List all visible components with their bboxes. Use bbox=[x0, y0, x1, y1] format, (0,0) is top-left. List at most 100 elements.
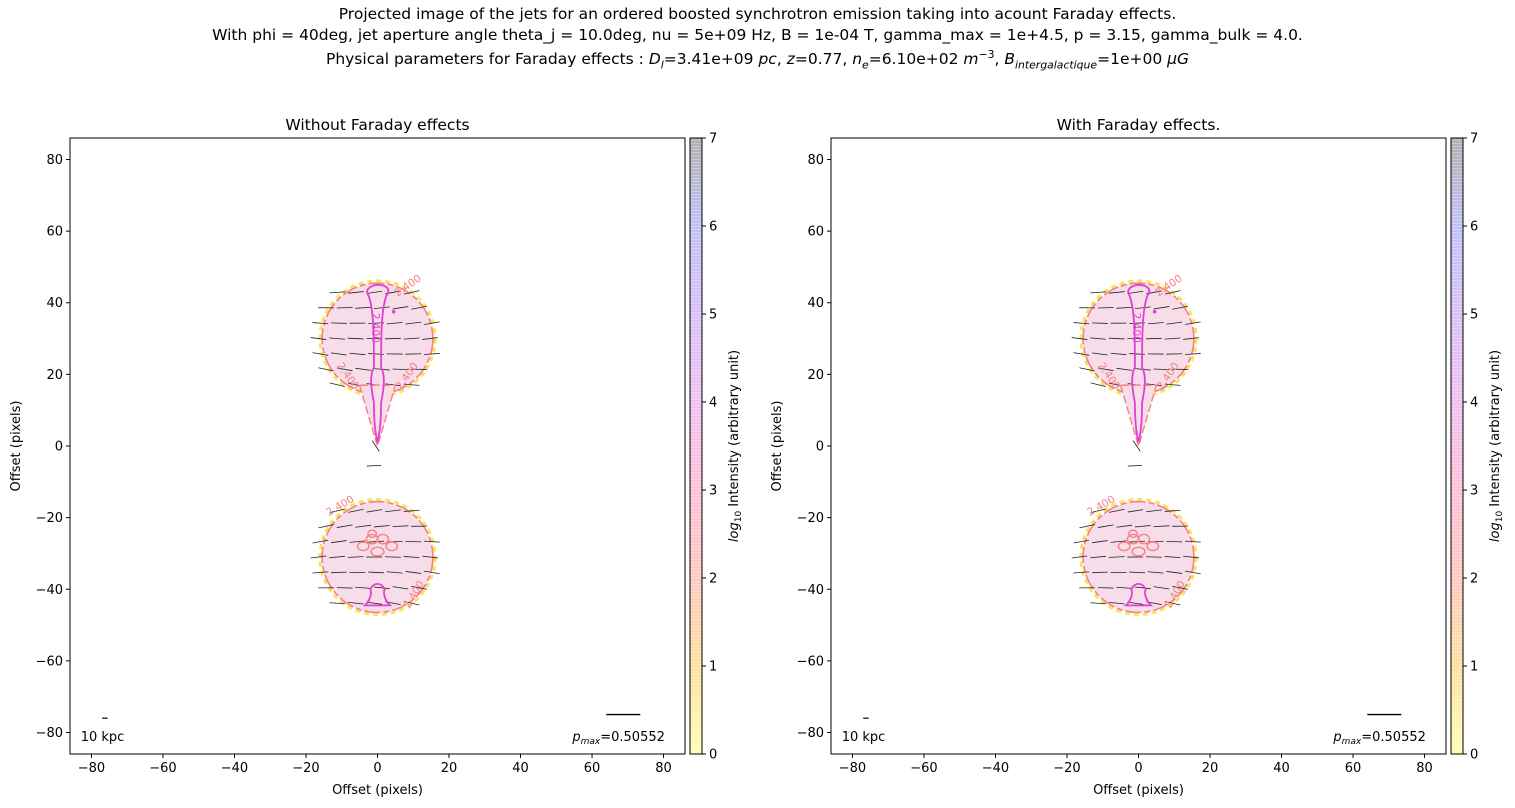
polarization-vector bbox=[1116, 367, 1133, 371]
colorbar-tick-label: 7 bbox=[1470, 132, 1478, 147]
polarization-vector bbox=[1116, 306, 1133, 309]
polarization-vector bbox=[1090, 291, 1107, 294]
polarization-vector bbox=[329, 555, 345, 559]
polarization-vector bbox=[385, 383, 401, 387]
y-axis-label: Offset (pixels) bbox=[770, 401, 785, 492]
polarization-vector bbox=[1147, 571, 1164, 574]
polarization-vector bbox=[1129, 571, 1145, 574]
x-tick-label: 0 bbox=[373, 761, 381, 776]
polarization-vector bbox=[318, 367, 334, 372]
polarization-vector bbox=[366, 464, 382, 467]
polarization-vector bbox=[1172, 585, 1188, 590]
x-tick-label: 20 bbox=[441, 761, 458, 776]
polarization-vector bbox=[374, 306, 390, 310]
y-tick-label: −40 bbox=[797, 583, 824, 598]
y-tick-label: 40 bbox=[807, 296, 824, 311]
polarization-vector bbox=[423, 353, 440, 355]
colorbar-tick-label: 5 bbox=[1470, 308, 1478, 323]
colorbar-tick-label: 1 bbox=[709, 660, 717, 675]
polarization-vector bbox=[1127, 509, 1144, 513]
salmon-contour bbox=[1146, 541, 1160, 552]
polarization-vector bbox=[1185, 321, 1201, 325]
polarization-vector bbox=[1153, 525, 1170, 528]
colorbar-tick-label: 0 bbox=[1470, 748, 1478, 763]
polarization-vector bbox=[355, 524, 372, 528]
x-axis-label: Offset (pixels) bbox=[1093, 783, 1184, 798]
y-tick-label: 0 bbox=[55, 440, 63, 455]
polarization-vector bbox=[336, 367, 353, 372]
x-axis-label: Offset (pixels) bbox=[332, 783, 423, 798]
y-tick-label: 0 bbox=[816, 440, 824, 455]
colorbar-tick-label: 3 bbox=[709, 484, 717, 499]
polarization-vector bbox=[366, 601, 383, 605]
salmon-contour bbox=[367, 529, 378, 539]
polarization-vector bbox=[331, 322, 347, 324]
polarization-vector bbox=[1184, 540, 1201, 543]
colorbar-frame bbox=[1450, 137, 1464, 755]
polarization-vector bbox=[329, 602, 346, 605]
salmon-contour bbox=[1117, 541, 1131, 552]
polarization-vector bbox=[368, 571, 384, 574]
polarization-vector bbox=[1164, 601, 1181, 606]
polarization-vector bbox=[411, 305, 427, 310]
polarization-vector bbox=[1071, 555, 1088, 559]
x-tick-label: −20 bbox=[292, 761, 319, 776]
polarization-vector bbox=[329, 291, 346, 294]
contour-label: 2.400 bbox=[1130, 313, 1142, 343]
figure-title-line-2: With phi = 40deg, jet aperture angle the… bbox=[212, 26, 1303, 44]
polarization-vector bbox=[392, 306, 409, 310]
polarization-vector bbox=[373, 525, 390, 528]
panel-title: Without Faraday effects bbox=[285, 116, 469, 134]
polarization-vector bbox=[386, 322, 403, 325]
polarization-vector bbox=[374, 586, 390, 590]
polarization-vector bbox=[1184, 353, 1201, 355]
polarization-vector bbox=[1153, 586, 1170, 590]
polarization-vector bbox=[1135, 586, 1151, 590]
polarization-vector bbox=[1108, 556, 1125, 558]
colorbar-tick-label: 4 bbox=[709, 396, 717, 411]
polarization-vector bbox=[1090, 508, 1106, 514]
polarization-vector bbox=[1146, 383, 1162, 387]
polarization-vector bbox=[349, 352, 366, 356]
colorbar-label: log10 Intensity (arbitrary unit) bbox=[727, 350, 744, 542]
polarization-vector bbox=[329, 337, 345, 340]
x-tick-label: 60 bbox=[1345, 761, 1362, 776]
polarization-vector bbox=[403, 290, 420, 295]
contour-label: 2.400 bbox=[369, 313, 381, 343]
polarization-vector bbox=[312, 539, 329, 544]
polarization-vector bbox=[1116, 586, 1133, 589]
polarization-vector bbox=[1132, 440, 1141, 452]
polarization-vector bbox=[1092, 571, 1108, 574]
figure-title-line-1: Projected image of the jets for an order… bbox=[338, 5, 1177, 23]
polarization-vector bbox=[331, 352, 347, 356]
polarization-vector bbox=[348, 508, 364, 513]
salmon-inner-contours bbox=[356, 529, 399, 557]
polarization-vector bbox=[1134, 525, 1151, 528]
y-tick-label: 40 bbox=[46, 296, 63, 311]
colorbar-tick-label: 4 bbox=[1470, 396, 1478, 411]
colorbar: 0 1 2 3 4 5 6 7 log10 Intensity (arbitrary unit) bbox=[1450, 132, 1505, 763]
x-tick-label: 40 bbox=[1273, 761, 1290, 776]
colorbar-tick-label: 1 bbox=[1470, 660, 1478, 675]
y-tick-label: 60 bbox=[807, 225, 824, 240]
polarization-vector bbox=[1073, 571, 1090, 574]
polarization-vector bbox=[312, 322, 329, 325]
y-tick-label: −60 bbox=[36, 654, 63, 669]
polarization-vector bbox=[1116, 524, 1133, 528]
panel-title: With Faraday effects. bbox=[1057, 116, 1221, 134]
polarization-vector bbox=[1079, 367, 1095, 372]
x-tick-label: −20 bbox=[1053, 761, 1080, 776]
colorbar-tick-label: 7 bbox=[709, 132, 717, 147]
polarization-vector bbox=[1164, 337, 1181, 340]
polarization-vector bbox=[403, 601, 420, 606]
polarization-vector bbox=[424, 570, 440, 575]
y-tick-label: −40 bbox=[36, 583, 63, 598]
polarization-vector bbox=[1166, 571, 1183, 574]
salmon-contour bbox=[376, 533, 390, 545]
polarization-vector bbox=[1071, 337, 1088, 340]
colorbar-tick-label: 5 bbox=[709, 308, 717, 323]
